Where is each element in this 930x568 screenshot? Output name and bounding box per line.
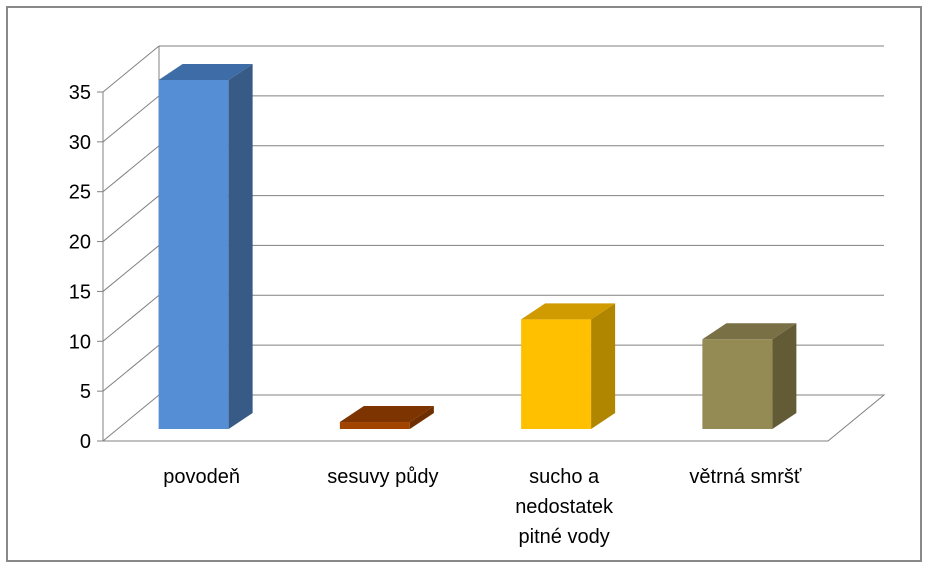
x-category-labels: povodeň sesuvy půdy sucho a nedostatek pitné… [163,466,802,548]
bar-side-face [409,406,434,429]
y-tick-label: 30 [69,132,91,154]
x-category-label: sucho a nedostatek pitné vody [515,466,614,548]
bar-top-face [339,406,434,423]
gridline-side [102,245,160,292]
gridline-side [102,45,160,93]
x-category-label-line: povodeň [163,466,240,488]
gridlines [102,45,884,442]
gridline-side [102,195,160,242]
bar-side-face [591,303,616,429]
gridline-side [102,344,160,392]
x-category-label-line: pitné vody [519,526,610,548]
bars [158,64,797,429]
x-category-label-line: větrná smršť [689,466,801,488]
bar-front-face [521,319,592,429]
y-tick-label: 10 [69,331,91,353]
gridline-side [102,95,160,143]
bar-2 [339,406,434,429]
bar-top-face [702,323,797,340]
y-tick-label: 25 [69,182,91,204]
gridline-side [102,145,160,193]
chart-frame: 0 5 10 15 20 25 30 35 povodeň sesuvy půdy sucho a… [6,6,922,562]
bar-1 [158,64,253,429]
x-category-label-line: sesuvy půdy [327,466,438,488]
y-tick-label: 5 [80,381,91,403]
y-tick-label: 15 [69,281,91,303]
x-category-label: větrná smršť [689,466,801,488]
bar-4 [702,323,797,429]
gridline-side [102,294,160,342]
y-tick-label: 35 [69,82,91,104]
bar-front-face [158,80,229,429]
y-tick-label: 20 [69,232,91,254]
bar-chart: 0 5 10 15 20 25 30 35 povodeň sesuvy půdy sucho a… [69,45,886,548]
x-category-label-line: sucho a [529,466,600,488]
bar-top-face [521,303,616,320]
y-tick-labels: 0 5 10 15 20 25 30 35 [69,82,91,453]
bar-side-face [228,64,253,429]
gridline-side [102,394,160,442]
bar-front-face [702,339,773,429]
bar-side-face [772,323,797,429]
y-tick-label: 0 [80,431,91,453]
x-category-label: sesuvy půdy [327,466,438,488]
bar-top-face [158,64,253,80]
bar-3 [521,303,616,429]
x-category-label-line: nedostatek [515,496,614,518]
x-category-label: povodeň [163,466,240,488]
bar-front-face [339,422,410,429]
